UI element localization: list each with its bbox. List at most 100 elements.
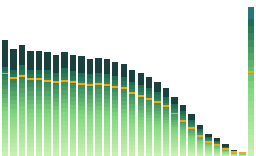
Bar — [137, 92, 144, 95]
Bar — [70, 97, 76, 101]
Bar — [95, 98, 102, 102]
Bar — [188, 152, 195, 154]
Bar — [44, 134, 51, 139]
Bar — [172, 148, 178, 151]
Bar — [146, 118, 152, 122]
Bar — [87, 91, 93, 95]
Bar — [154, 95, 161, 98]
Bar — [248, 149, 254, 156]
Bar — [19, 106, 25, 111]
Bar — [78, 83, 84, 85]
Bar — [87, 99, 93, 103]
Bar — [36, 147, 42, 152]
Bar — [205, 144, 212, 145]
Bar — [205, 146, 212, 147]
Bar — [104, 99, 110, 103]
Bar — [163, 105, 169, 107]
Bar — [87, 84, 93, 86]
Bar — [95, 106, 102, 110]
Bar — [137, 99, 144, 102]
Bar — [2, 111, 8, 116]
Bar — [112, 140, 119, 144]
Bar — [104, 148, 110, 152]
Bar — [36, 78, 42, 83]
Bar — [95, 152, 102, 156]
Bar — [137, 127, 144, 131]
Bar — [78, 106, 84, 110]
Bar — [2, 147, 8, 151]
Bar — [78, 144, 84, 148]
Bar — [197, 129, 203, 131]
Bar — [70, 109, 76, 114]
Bar — [137, 120, 144, 124]
Bar — [205, 152, 212, 153]
Bar — [214, 142, 220, 143]
Bar — [214, 147, 220, 148]
Bar — [112, 84, 119, 88]
Bar — [10, 126, 17, 130]
Bar — [104, 59, 110, 74]
Bar — [154, 105, 161, 108]
Bar — [121, 144, 127, 148]
Bar — [112, 104, 119, 108]
Bar — [239, 152, 246, 154]
Bar — [231, 151, 237, 152]
Bar — [10, 100, 17, 104]
Bar — [61, 103, 68, 108]
Bar — [205, 134, 212, 137]
Bar — [180, 116, 186, 118]
Bar — [112, 124, 119, 128]
Bar — [70, 131, 76, 135]
Bar — [10, 96, 17, 100]
Bar — [248, 142, 254, 149]
Bar — [180, 114, 186, 116]
Bar — [61, 130, 68, 134]
Bar — [10, 147, 17, 152]
Bar — [36, 117, 42, 122]
Bar — [70, 118, 76, 122]
Bar — [87, 78, 93, 83]
Bar — [2, 85, 8, 89]
Bar — [36, 83, 42, 87]
Bar — [154, 137, 161, 140]
Bar — [121, 97, 127, 101]
Bar — [231, 154, 237, 155]
Bar — [27, 134, 34, 139]
Bar — [172, 133, 178, 135]
Bar — [61, 73, 68, 77]
Bar — [53, 81, 59, 83]
Bar — [146, 88, 152, 91]
Bar — [53, 135, 59, 139]
Bar — [180, 134, 186, 136]
Bar — [205, 138, 212, 139]
Bar — [10, 78, 17, 83]
Bar — [163, 126, 169, 129]
Bar — [10, 122, 17, 126]
Bar — [154, 153, 161, 156]
Bar — [70, 84, 76, 88]
Bar — [188, 138, 195, 140]
Bar — [53, 131, 59, 135]
Bar — [248, 26, 254, 33]
Bar — [2, 134, 8, 138]
Bar — [2, 151, 8, 156]
Bar — [87, 148, 93, 152]
Bar — [70, 101, 76, 105]
Bar — [154, 102, 161, 105]
Bar — [95, 114, 102, 119]
Bar — [19, 88, 25, 93]
Bar — [10, 49, 17, 70]
Bar — [44, 78, 51, 83]
Bar — [36, 143, 42, 147]
Bar — [78, 85, 84, 89]
Bar — [163, 88, 169, 97]
Bar — [172, 127, 178, 130]
Bar — [197, 132, 203, 133]
Bar — [87, 103, 93, 107]
Bar — [146, 146, 152, 149]
Bar — [78, 148, 84, 152]
Bar — [112, 136, 119, 140]
Bar — [172, 113, 178, 114]
Bar — [44, 74, 51, 78]
Bar — [10, 74, 17, 78]
